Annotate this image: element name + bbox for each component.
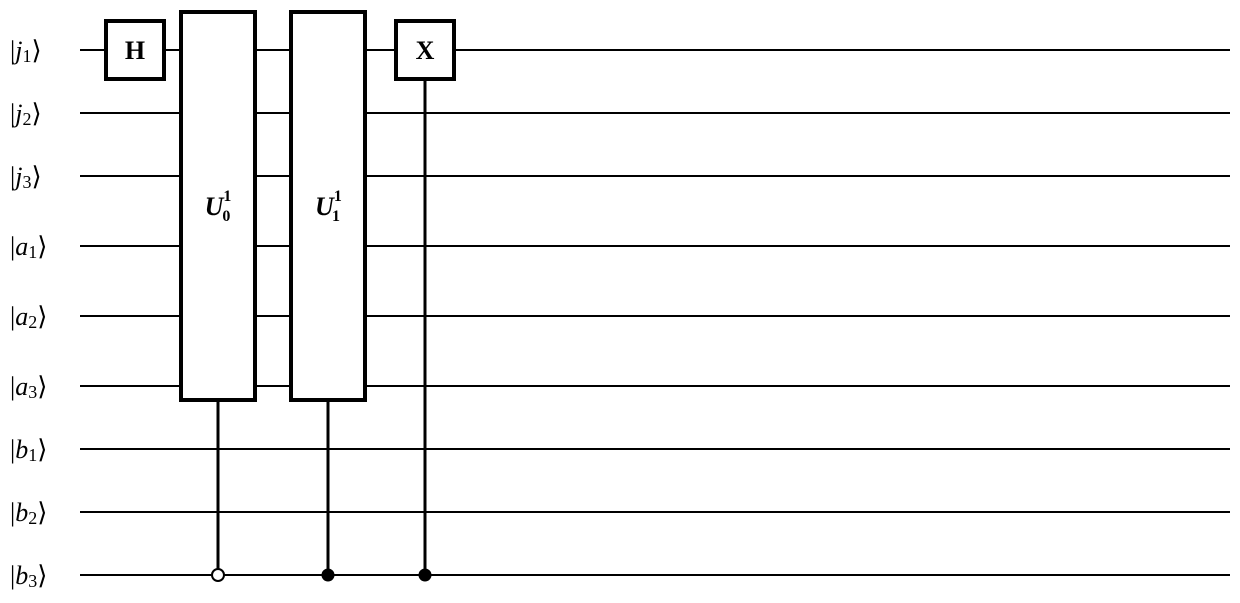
gate-label-H: H [125, 36, 145, 65]
gate-label-X: X [416, 36, 435, 65]
wire-label-b1: |b1⟩ [10, 435, 47, 466]
wire-label-j3: |j3⟩ [10, 162, 42, 193]
wire-label-j2: |j2⟩ [10, 99, 42, 130]
wire-label-b2: |b2⟩ [10, 498, 47, 529]
wire-label-j1: |j1⟩ [10, 36, 42, 67]
control-dot-X [419, 569, 431, 581]
control-dot-U1 [322, 569, 334, 581]
quantum-circuit-diagram: |j1⟩|j2⟩|j3⟩|a1⟩|a2⟩|a3⟩|b1⟩|b2⟩|b3⟩HU10… [0, 0, 1240, 603]
wire-label-a3: |a3⟩ [10, 372, 47, 403]
wire-label-a1: |a1⟩ [10, 232, 47, 263]
wire-label-a2: |a2⟩ [10, 302, 47, 333]
wire-label-b3: |b3⟩ [10, 561, 47, 592]
control-dot-U0 [212, 569, 224, 581]
